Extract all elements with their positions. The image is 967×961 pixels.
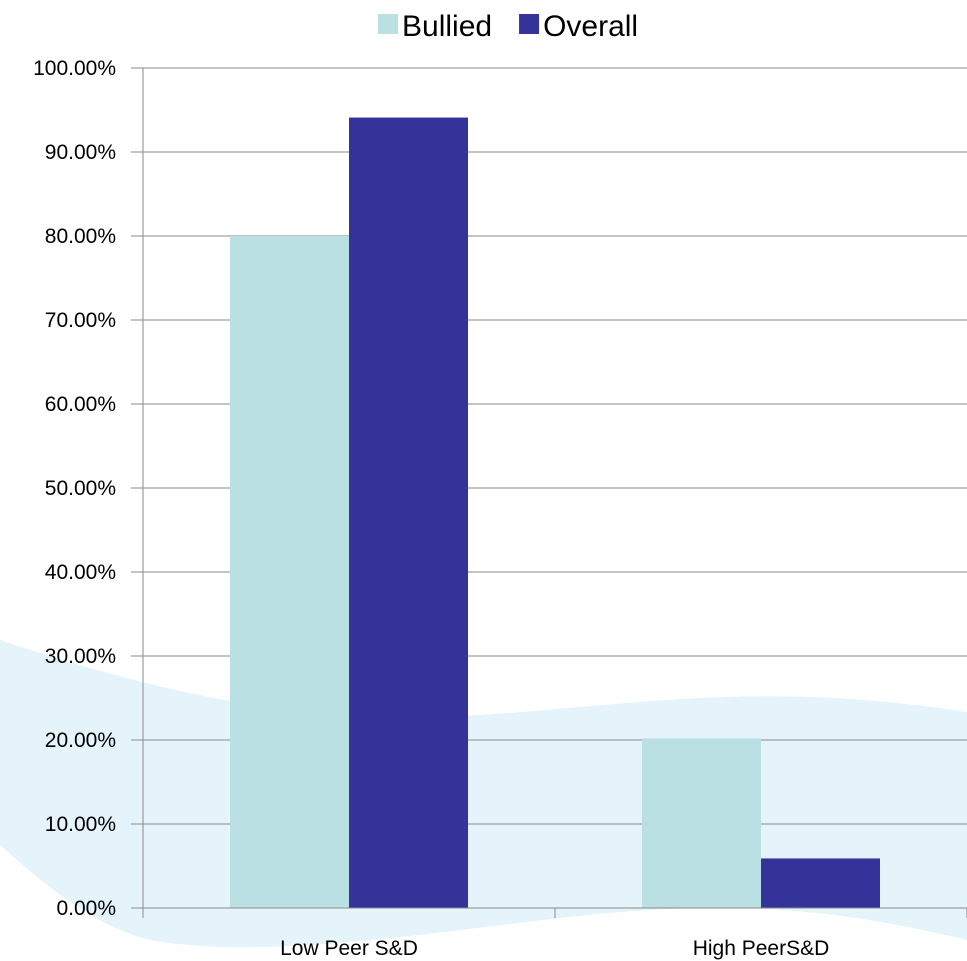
y-tick-label: 60.00% (45, 393, 116, 416)
legend-swatch (519, 14, 540, 34)
legend-swatch (378, 14, 398, 34)
y-tick-label: 0.00% (56, 897, 116, 920)
legend-item-bullied: Bullied (378, 10, 492, 43)
y-tick-label: 30.00% (45, 645, 116, 668)
y-tick-label: 20.00% (45, 729, 116, 752)
bar-overall-2 (761, 858, 880, 908)
x-category-label: High PeerS&D (693, 937, 830, 960)
x-category-label: Low Peer S&D (280, 937, 418, 960)
bar-bullied-1 (230, 236, 349, 908)
y-tick-label: 100.00% (33, 57, 116, 80)
legend: Bullied Overall (378, 10, 638, 43)
axes: 0.00% 10.00% 20.00% 30.00% 40.00% 50.00% 60.00… (33, 57, 967, 960)
y-tick-label: 10.00% (45, 813, 116, 836)
y-tick-label: 80.00% (45, 225, 116, 248)
bars (230, 117, 880, 908)
bar-bullied-2 (642, 738, 761, 908)
legend-label: Bullied (402, 10, 492, 43)
legend-item-overall: Overall (519, 10, 638, 43)
y-tick-label: 90.00% (45, 141, 116, 164)
y-tick-label: 40.00% (45, 561, 116, 584)
bar-overall-1 (349, 117, 468, 908)
legend-label: Overall (543, 10, 638, 43)
gridlines (143, 67, 967, 825)
y-tick-label: 70.00% (45, 309, 116, 332)
y-tick-label: 50.00% (45, 477, 116, 500)
